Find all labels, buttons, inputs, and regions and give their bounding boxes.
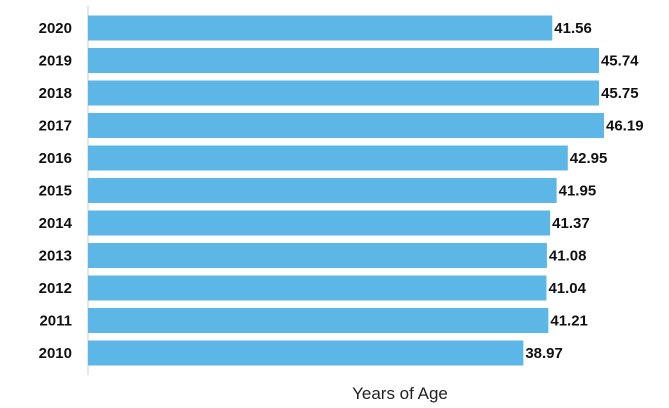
value-label-2018: 45.75 (601, 85, 639, 102)
value-label-2013: 41.08 (549, 248, 587, 265)
bar-2012 (88, 275, 547, 301)
value-label-2015: 41.95 (559, 183, 597, 200)
bar-2016 (88, 145, 568, 171)
category-label-2010: 2010 (39, 345, 72, 362)
value-labels-group: 41.56 45.74 45.75 46.19 42.95 41.95 41.37 41.08… (525, 20, 643, 362)
bar-2018 (88, 80, 600, 106)
category-label-2020: 2020 (39, 20, 72, 37)
value-label-2014: 41.37 (552, 215, 590, 232)
bars-group (88, 15, 604, 366)
category-label-2018: 2018 (39, 85, 72, 102)
value-label-2011: 41.21 (550, 313, 588, 330)
category-label-2014: 2014 (39, 215, 73, 232)
category-label-2016: 2016 (39, 150, 72, 167)
value-label-2016: 42.95 (570, 150, 608, 167)
value-label-2010: 38.97 (525, 345, 563, 362)
bar-2020 (88, 15, 553, 41)
bar-2013 (88, 243, 547, 268)
bar-2011 (88, 308, 549, 333)
value-label-2020: 41.56 (554, 20, 592, 37)
bar-2010 (88, 340, 524, 366)
category-label-2013: 2013 (39, 248, 72, 265)
category-labels-group: 2020 2019 2018 2017 2016 2015 2014 2013 2012 2011… (39, 20, 73, 362)
bar-2017 (88, 113, 604, 138)
category-label-2017: 2017 (39, 118, 72, 135)
category-label-2019: 2019 (39, 53, 72, 70)
category-label-2012: 2012 (39, 280, 72, 297)
bar-2019 (88, 48, 599, 73)
bar-2014 (88, 210, 551, 236)
value-label-2012: 41.04 (548, 280, 586, 297)
value-label-2017: 46.19 (606, 118, 644, 135)
category-label-2011: 2011 (39, 313, 72, 330)
x-axis-label: Years of Age (352, 384, 448, 403)
value-label-2019: 45.74 (601, 53, 639, 70)
category-label-2015: 2015 (39, 183, 72, 200)
bar-2015 (88, 178, 557, 203)
